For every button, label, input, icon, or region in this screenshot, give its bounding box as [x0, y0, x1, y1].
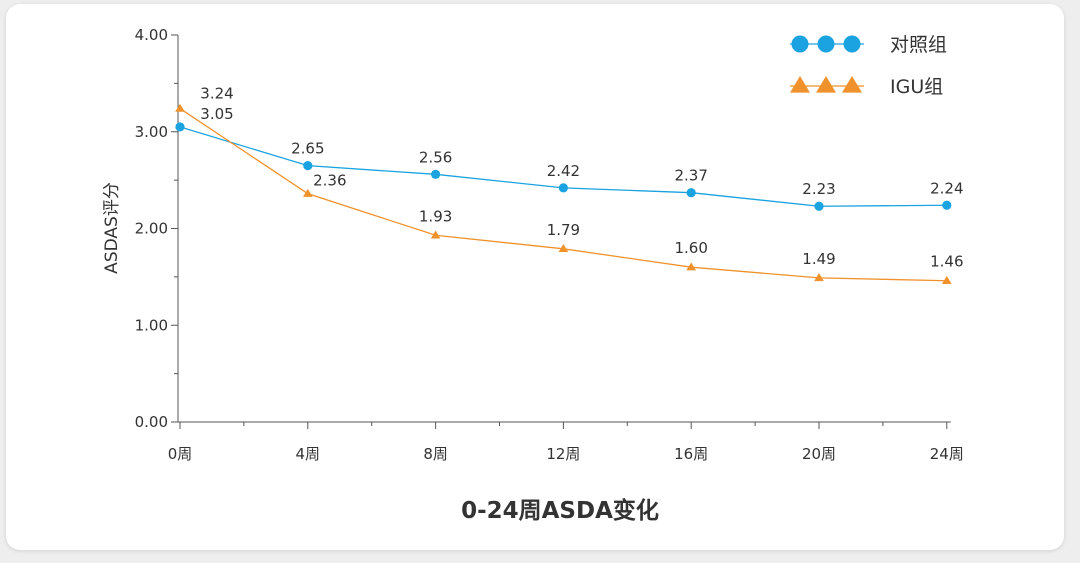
data-point	[303, 161, 313, 171]
y-tick-label: 4.00	[135, 26, 168, 44]
data-label: 2.37	[674, 167, 707, 185]
data-label: 2.56	[419, 148, 452, 166]
data-label: 1.46	[930, 253, 963, 271]
legend-marker	[817, 35, 835, 53]
legend: 对照组 IGU组	[790, 34, 947, 98]
data-point	[430, 230, 441, 239]
legend-item: 对照组	[790, 34, 947, 56]
data-label: 1.79	[547, 221, 580, 239]
legend-marker	[843, 35, 861, 53]
x-tick-label: 24周	[930, 445, 964, 463]
x-tick-label: 4周	[296, 445, 321, 463]
legend-marker	[816, 76, 836, 93]
y-axis-title: ASDAS评分	[102, 182, 122, 274]
y-tick-label: 1.00	[135, 316, 168, 334]
data-point	[942, 200, 952, 210]
y-tick-label: 3.00	[135, 123, 168, 141]
series-layer: 3.05 2.65 2.56 2.42 2.37 2.23 2.24 3.24 2.36 1.93…	[175, 85, 964, 284]
chart-card	[6, 4, 1064, 550]
axes: 0.00 1.00 2.00 3.00 4.00 0周 4周 8周 12周 16周 20周 24周	[135, 26, 964, 463]
data-point	[814, 273, 824, 282]
data-label: 1.93	[419, 207, 452, 225]
x-tick-label: 0周	[168, 445, 193, 463]
data-label: 2.24	[930, 179, 963, 197]
data-point	[558, 243, 569, 253]
legend-marker	[842, 76, 862, 93]
x-tick-label: 12周	[546, 445, 580, 463]
data-point	[558, 183, 569, 193]
data-point	[431, 169, 441, 179]
data-label: 3.24	[200, 85, 233, 103]
data-label: 2.42	[547, 162, 580, 180]
y-tick-label: 2.00	[135, 220, 168, 238]
data-point	[175, 122, 185, 132]
data-label: 1.49	[802, 250, 835, 268]
legend-item: IGU组	[790, 76, 943, 98]
series-igu: 3.24 2.36 1.93 1.79 1.60 1.49 1.46	[175, 85, 964, 284]
data-point	[814, 201, 824, 211]
data-point	[941, 275, 952, 284]
data-label: 2.23	[802, 180, 835, 198]
x-tick-label: 20周	[802, 445, 836, 463]
x-tick-label: 8周	[423, 445, 448, 463]
x-tick-label: 16周	[674, 445, 708, 463]
data-point	[686, 188, 696, 198]
y-tick-label: 0.00	[135, 413, 168, 431]
data-label: 3.05	[200, 105, 233, 123]
data-point	[686, 262, 697, 271]
series-control: 3.05 2.65 2.56 2.42 2.37 2.23 2.24	[175, 105, 964, 211]
legend-marker	[790, 76, 810, 93]
legend-marker	[791, 35, 809, 53]
data-point	[302, 188, 313, 197]
legend-label: 对照组	[890, 34, 947, 56]
data-point	[175, 103, 185, 112]
legend-label: IGU组	[890, 76, 943, 98]
data-label: 2.65	[291, 140, 324, 158]
chart-title: 0-24周ASDA变化	[461, 497, 659, 524]
data-label: 2.36	[313, 172, 346, 190]
data-label: 1.60	[674, 239, 707, 257]
